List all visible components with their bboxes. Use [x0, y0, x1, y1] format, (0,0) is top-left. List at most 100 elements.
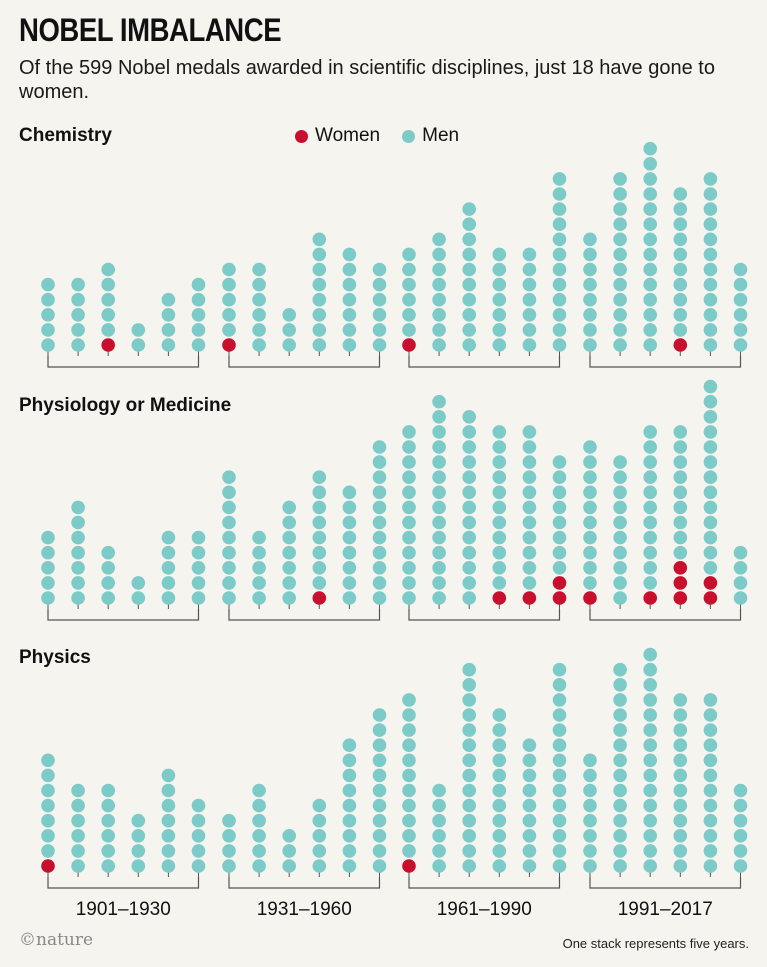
- medicine-dot-men-10-2: [342, 561, 357, 575]
- physics-dot-men-23-2: [733, 829, 748, 843]
- physics-dot-men-20-11: [643, 693, 657, 707]
- medicine-dot-men-22-7: [703, 485, 718, 500]
- medicine-dot-men-12-0: [402, 591, 416, 605]
- medicine-dot-men-12-5: [402, 515, 416, 530]
- medicine-dot-men-12-9: [402, 455, 416, 469]
- medicine-dot-men-1-4: [71, 530, 85, 545]
- medicine-dot-men-15-1: [492, 576, 507, 590]
- chemistry-dot-men-7-4: [252, 277, 266, 292]
- medicine-dot-men-9-6: [312, 500, 327, 515]
- legend-label-men: Men: [422, 125, 460, 146]
- physics-dot-men-11-1: [372, 844, 387, 858]
- physics-dot-men-15-4: [492, 798, 507, 813]
- physics-dot-men-12-7: [402, 753, 416, 768]
- chemistry-dot-men-17-3: [552, 292, 567, 307]
- medicine-dot-men-16-7: [522, 485, 537, 500]
- physics-dot-men-11-4: [372, 798, 387, 813]
- physics-dot-men-22-11: [703, 693, 718, 707]
- physics-dot-men-19-4: [613, 798, 627, 813]
- physics-dot-men-22-1: [703, 844, 718, 858]
- medicine-dot-men-6-5: [222, 515, 236, 530]
- medicine-dot-men-1-1: [71, 576, 85, 590]
- panel-title-physics: Physics: [19, 647, 91, 668]
- physics-dot-men-20-1: [643, 844, 657, 858]
- chemistry-dot-men-9-4: [312, 277, 327, 292]
- chemistry-dot-men-11-0: [372, 338, 387, 352]
- medicine-dot-men-8-6: [282, 500, 297, 515]
- medicine-dot-men-12-8: [402, 470, 416, 485]
- medicine-dot-men-12-10: [402, 440, 416, 454]
- medicine-dot-men-22-5: [703, 515, 718, 530]
- chemistry-dot-men-15-0: [492, 338, 507, 352]
- chemistry-dot-men-0-2: [41, 308, 55, 322]
- physics-dot-men-8-0: [282, 859, 297, 873]
- chemistry-dot-men-22-10: [703, 187, 718, 201]
- medicine-dot-men-1-5: [71, 515, 85, 530]
- medicine-dot-men-12-1: [402, 576, 416, 590]
- physics-dot-men-15-0: [492, 859, 507, 873]
- chemistry-period-bracket-2: [408, 356, 561, 368]
- physics-dot-men-18-2: [583, 829, 597, 843]
- physics-dot-men-11-8: [372, 738, 387, 752]
- physics-dot-men-15-6: [492, 768, 507, 783]
- physics-dot-men-4-4: [161, 798, 176, 813]
- physics-dot-men-19-8: [613, 738, 627, 752]
- physics-dot-men-3-3: [131, 813, 146, 828]
- medicine-dot-men-20-5: [643, 515, 657, 530]
- chemistry-dot-men-5-3: [191, 292, 206, 307]
- medicine-dot-men-5-1: [191, 576, 206, 590]
- medicine-period-bracket-2: [408, 609, 561, 621]
- medicine-dot-men-4-1: [161, 576, 176, 590]
- physics-dot-men-11-2: [372, 829, 387, 843]
- chemistry-dot-men-7-2: [252, 308, 266, 322]
- physics-dot-men-4-5: [161, 783, 176, 798]
- chemistry-dot-men-20-7: [643, 232, 657, 247]
- physics-dot-men-23-0: [733, 859, 748, 873]
- medicine-dot-men-16-1: [522, 576, 537, 590]
- physics-dot-men-2-3: [101, 813, 115, 828]
- physics-dot-men-3-0: [131, 859, 146, 873]
- medicine-dot-women-16-0: [522, 591, 537, 605]
- chemistry-dot-men-15-4: [492, 277, 507, 292]
- medicine-dot-men-5-2: [191, 561, 206, 575]
- medicine-dot-men-6-8: [222, 470, 236, 485]
- medicine-dot-men-18-1: [583, 576, 597, 590]
- medicine-dot-men-21-11: [673, 425, 688, 439]
- chemistry-dot-men-12-1: [402, 323, 416, 337]
- medicine-dot-men-7-2: [252, 561, 266, 575]
- medicine-dot-men-20-7: [643, 485, 657, 500]
- medicine-dot-men-21-6: [673, 500, 688, 515]
- chemistry-dot-men-17-10: [552, 187, 567, 201]
- physics-dot-men-4-1: [161, 844, 176, 858]
- chemistry-dot-men-21-6: [673, 247, 688, 262]
- physics-dot-men-12-1: [402, 844, 416, 858]
- period-label-1: 1931–1960: [257, 899, 352, 920]
- medicine-dot-men-19-2: [613, 561, 627, 575]
- chemistry-dot-men-12-4: [402, 277, 416, 292]
- chemistry-dot-women-2-0: [101, 338, 115, 352]
- medicine-dot-men-9-4: [312, 530, 327, 545]
- physics-dot-men-20-8: [643, 738, 657, 752]
- medicine-dot-men-22-13: [703, 394, 718, 409]
- chemistry-dot-men-22-9: [703, 202, 718, 216]
- medicine-dot-men-14-0: [462, 591, 477, 605]
- chemistry-dot-men-22-4: [703, 277, 718, 292]
- medicine-dot-men-19-3: [613, 545, 627, 560]
- chemistry-dot-men-19-11: [613, 172, 627, 186]
- physics-dot-men-21-5: [673, 783, 688, 798]
- chemistry-dot-men-20-4: [643, 277, 657, 292]
- medicine-dot-men-21-7: [673, 485, 688, 500]
- physics-dot-men-19-9: [613, 723, 627, 737]
- medicine-dot-men-11-1: [372, 576, 387, 590]
- chemistry-dot-men-18-1: [583, 323, 597, 337]
- chemistry-dot-men-5-0: [191, 338, 206, 352]
- physics-dot-men-19-3: [613, 813, 627, 828]
- medicine-dot-men-11-6: [372, 500, 387, 515]
- chemistry-dot-women-6-0: [222, 338, 236, 352]
- physics-dot-men-10-7: [342, 753, 357, 768]
- physics-dot-men-19-5: [613, 783, 627, 798]
- medicine-dot-women-21-0: [673, 591, 688, 605]
- physics-dot-men-11-7: [372, 753, 387, 768]
- chemistry-dot-men-20-2: [643, 308, 657, 322]
- physics-dot-men-22-10: [703, 708, 718, 722]
